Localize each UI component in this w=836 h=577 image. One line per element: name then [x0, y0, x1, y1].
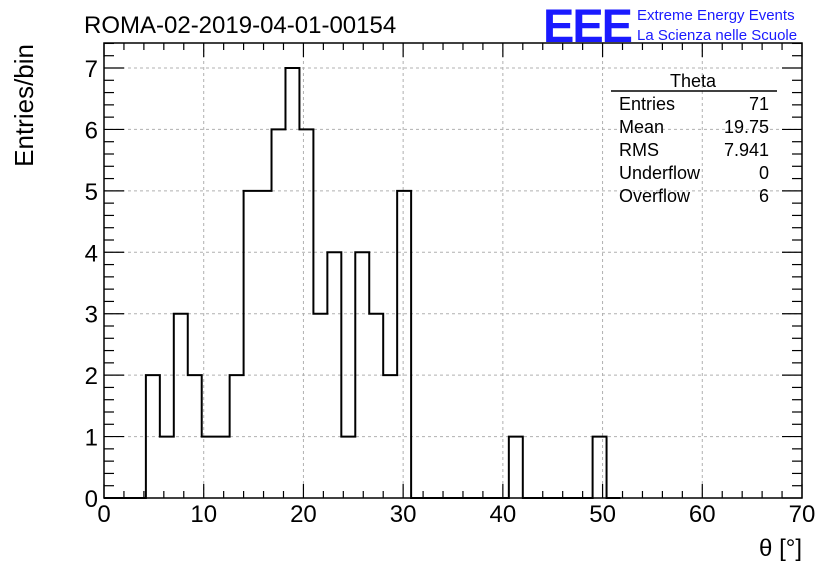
x-tick-label: 0	[97, 501, 110, 528]
y-tick-label: 7	[85, 56, 98, 83]
y-tick-label: 0	[85, 486, 98, 513]
y-tick-label: 4	[85, 240, 98, 267]
axis-ticks	[103, 42, 803, 499]
y-tick-label: 6	[85, 117, 98, 144]
histogram-outline	[104, 67, 621, 499]
stats-row-value: 71	[749, 94, 769, 114]
eee-logo-line2: La Scienza nelle Scuole	[637, 27, 797, 44]
stats-row-label: Underflow	[619, 163, 701, 183]
x-tick-labels: 0 10 20 30 40 50 60 70	[97, 501, 815, 528]
y-tick-label: 3	[85, 302, 98, 329]
y-tick-label: 2	[85, 363, 98, 390]
grid-layer	[104, 43, 802, 498]
stats-row-value: 7.941	[724, 140, 769, 160]
histogram-bin	[160, 437, 174, 498]
x-tick-label: 30	[390, 501, 417, 528]
plot-frame	[103, 42, 803, 499]
histogram-bin	[369, 314, 383, 498]
x-tick-label: 10	[190, 501, 217, 528]
stats-row-label: Overflow	[619, 186, 691, 206]
histogram-bin	[299, 129, 313, 498]
stats-row-value: 19.75	[724, 117, 769, 137]
histogram-step-line	[104, 67, 621, 499]
histogram-bin	[285, 68, 299, 498]
stats-row-label: Mean	[619, 117, 664, 137]
run-title: ROMA-02-2019-04-01-00154	[84, 12, 396, 39]
histogram-bin	[258, 191, 272, 498]
x-tick-label: 40	[490, 501, 517, 528]
x-tick-label: 70	[789, 501, 816, 528]
histogram-bin	[174, 314, 188, 498]
stats-box: Theta Entries 71 Mean 19.75 RMS 7.941 Underflo…	[611, 71, 777, 206]
stats-row-label: RMS	[619, 140, 659, 160]
stats-row-label: Entries	[619, 94, 675, 114]
stats-row-value: 0	[759, 163, 769, 183]
x-tick-label: 20	[290, 501, 317, 528]
histogram-bin	[216, 437, 230, 498]
eee-logo-line1: Extreme Energy Events	[637, 7, 795, 24]
y-tick-label: 5	[85, 179, 98, 206]
histogram-bin	[313, 314, 327, 498]
x-tick-label: 50	[589, 501, 616, 528]
stats-row-value: 6	[759, 186, 769, 206]
y-tick-labels: 0 1 2 3 4 5 6 7	[85, 56, 98, 513]
histogram-bin	[397, 191, 411, 498]
x-tick-label: 60	[689, 501, 716, 528]
stats-box-rows: Entries 71 Mean 19.75 RMS 7.941 Underflow 0 Over…	[619, 94, 769, 206]
histogram-bins	[146, 68, 607, 498]
histogram-bin	[383, 375, 397, 498]
histogram-bin	[509, 437, 523, 498]
y-axis-label: Entries/bin	[9, 44, 39, 167]
y-tick-label: 1	[85, 425, 98, 452]
histogram-bin	[593, 437, 607, 498]
stats-box-title: Theta	[670, 71, 717, 91]
x-axis-label: θ [°]	[759, 535, 802, 562]
histogram-bin	[341, 437, 355, 498]
eee-logo-mark: EEE	[543, 0, 632, 52]
histogram-bin	[244, 191, 258, 498]
eee-logo: EEE Extreme Energy Events La Scienza nel…	[543, 0, 797, 52]
